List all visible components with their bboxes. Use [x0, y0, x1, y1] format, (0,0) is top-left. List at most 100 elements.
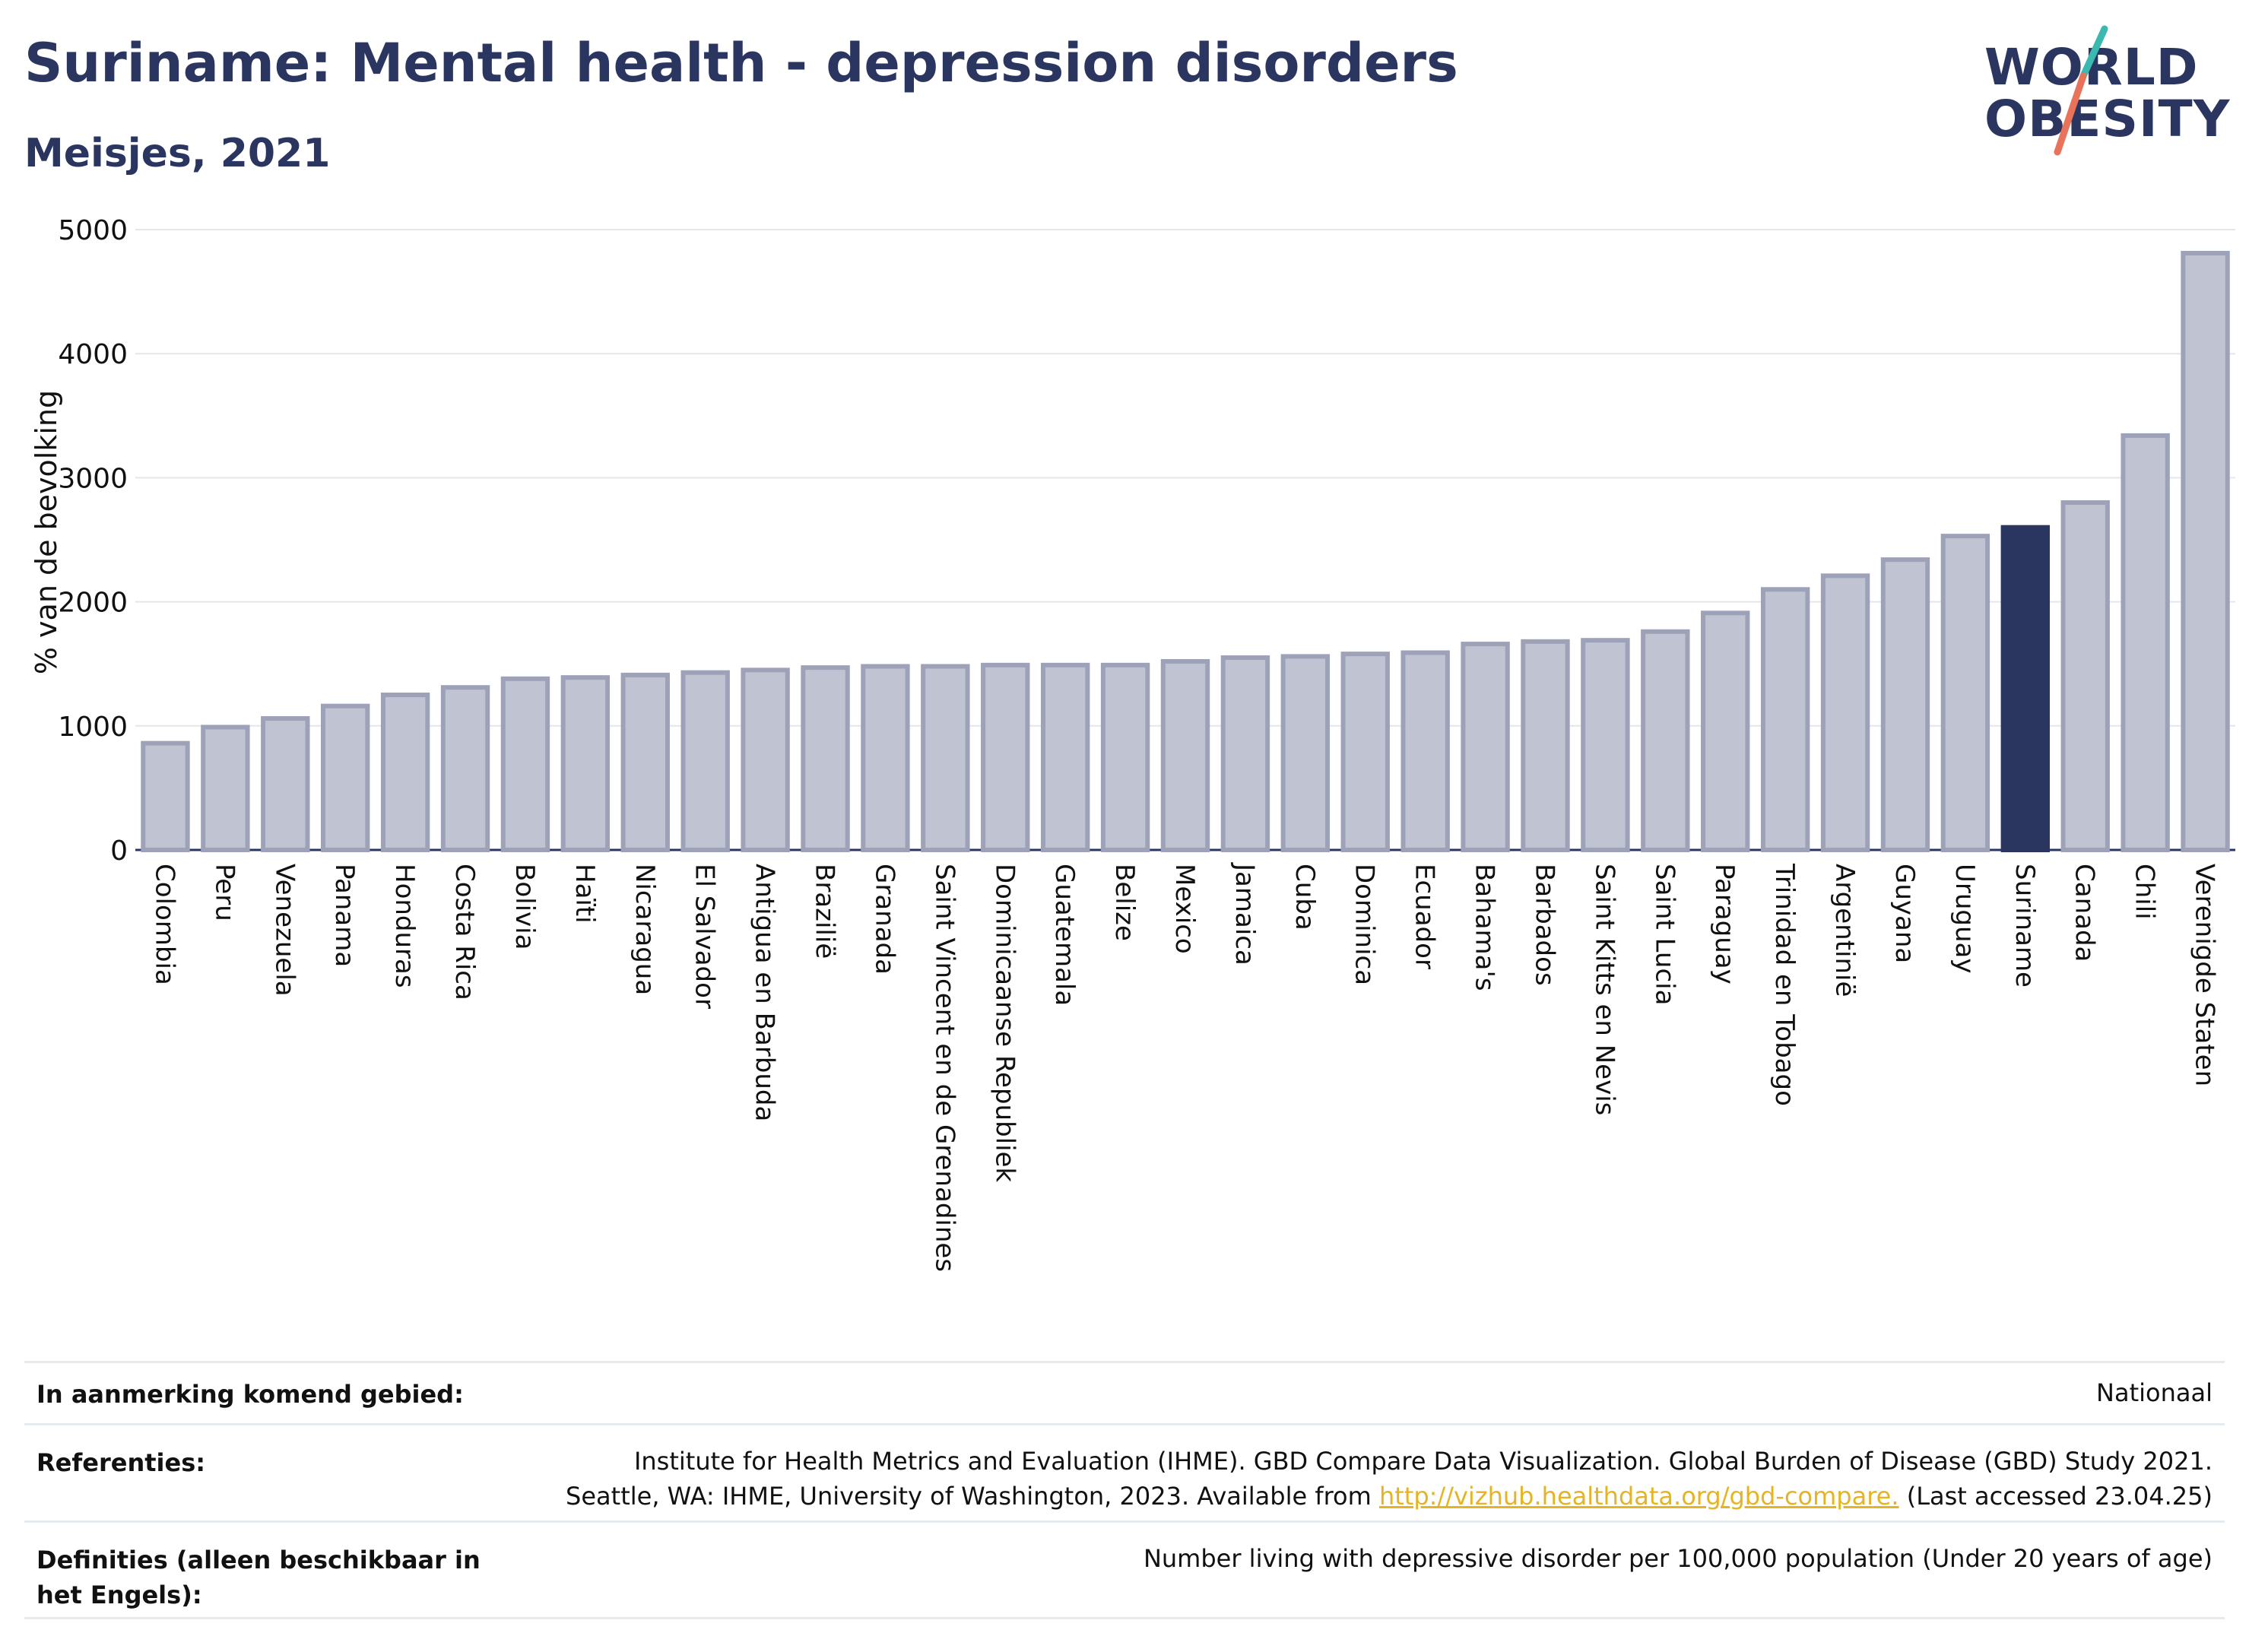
x-tick-label: Cuba [1289, 864, 1320, 931]
x-tick-label: Suriname [2010, 864, 2040, 988]
bar [1581, 638, 1630, 853]
bar [2060, 500, 2110, 852]
x-tick-label: Guyana [1889, 864, 1920, 963]
x-tick-label: El Salvador [690, 864, 720, 1009]
x-tick-label: Ecuador [1410, 864, 1440, 969]
bar [620, 672, 670, 852]
y-tick-labels: 0 1000 2000 3000 4000 5000 [58, 215, 128, 867]
definitions-label: Definities (alleen beschikbaar in het En… [36, 1546, 481, 1609]
bar [201, 725, 250, 852]
area-value: Nationaal [2096, 1378, 2213, 1407]
bar [1760, 587, 1810, 853]
references-line2-pre: Seattle, WA: IHME, University of Washing… [566, 1482, 1379, 1511]
x-tick-label: Paraguay [1709, 864, 1740, 985]
bar [1461, 642, 1510, 852]
x-tick-label: Dominica [1350, 864, 1380, 985]
bar [1880, 557, 1930, 852]
x-tick-label: Verenigde Staten [2190, 864, 2220, 1086]
bar [1701, 610, 1750, 853]
y-tick-label: 5000 [58, 215, 128, 246]
logo-slash-icon [2054, 25, 2108, 156]
x-tick-label: Uruguay [1949, 864, 1980, 974]
bar [141, 740, 190, 853]
y-tick-label: 2000 [58, 588, 128, 619]
bar-chart: 0 1000 2000 3000 4000 5000 Colombia Peru Venezu… [30, 215, 2235, 1272]
references-line2-post: (Last accessed 23.04.25) [1898, 1482, 2213, 1511]
x-tick-label: Trinidad en Tobago [1769, 863, 1800, 1106]
x-tick-label: Mexico [1169, 864, 1200, 954]
bar [500, 676, 550, 852]
definitions-value: Number living with depressive disorder p… [1143, 1544, 2213, 1573]
x-tick-label: Saint Lucia [1649, 864, 1680, 1005]
x-tick-label: Costa Rica [449, 864, 480, 1000]
x-tick-label: Bahama's [1470, 864, 1500, 991]
x-tick-label: Venezuela [269, 864, 300, 997]
x-tick-label: Canada [2070, 864, 2100, 962]
x-tick-label: Argentinië [1829, 864, 1860, 997]
y-axis-label: % van de bevolking [30, 390, 63, 674]
references-line1: Institute for Health Metrics and Evaluat… [633, 1447, 2213, 1476]
x-tick-label: Panama [329, 864, 360, 967]
bar [680, 670, 730, 853]
x-tick-label: Haïti [569, 864, 600, 924]
references-line2: Seattle, WA: IHME, University of Washing… [566, 1479, 2213, 1514]
bar [2181, 251, 2230, 853]
references-label: Referenties: [36, 1448, 206, 1477]
y-tick-label: 4000 [58, 339, 128, 370]
y-tick-label: 1000 [58, 712, 128, 743]
logo-text-line1: WORLD [1984, 38, 2199, 97]
logo-text-line2: OBESITY [1984, 90, 2231, 148]
x-tick-labels: Colombia Peru Venezuela Panama Honduras Costa… [149, 862, 2219, 1272]
bar [1820, 573, 1870, 852]
bar [981, 662, 1030, 852]
x-tick-label: Guatemala [1049, 864, 1080, 1006]
x-tick-label: Brazilië [810, 864, 840, 959]
bar [1340, 652, 1390, 852]
bar [1940, 534, 1990, 852]
x-tick-label: Nicaragua [630, 864, 660, 995]
references-link[interactable]: http://vizhub.healthdata.org/gbd-compare… [1378, 1482, 1899, 1511]
references-value: Institute for Health Metrics and Evaluat… [566, 1444, 2213, 1514]
world-obesity-logo: WORLD OBESITY [1984, 15, 2243, 160]
bar [440, 685, 490, 853]
page-subtitle: Meisjes, 2021 [24, 131, 331, 176]
bar [861, 664, 910, 852]
meta-row-area: In aanmerking komend gebied: Nationaal [24, 1361, 2225, 1424]
bar [1521, 639, 1570, 852]
x-tick-label: Granada [869, 864, 899, 975]
y-tick-label: 0 [110, 836, 128, 867]
bar [1100, 662, 1150, 852]
bar [801, 665, 850, 853]
bar [921, 664, 970, 852]
x-tick-label: Antigua en Barbuda [750, 864, 780, 1121]
bar [380, 693, 430, 852]
bar [1280, 654, 1331, 853]
bar [1160, 658, 1210, 852]
bars [141, 251, 2230, 853]
bar [1220, 655, 1270, 852]
bar [321, 703, 370, 852]
bar [1400, 650, 1450, 853]
page-title: Suriname: Mental health - depression dis… [24, 32, 1458, 94]
x-tick-label: Jamaica [1229, 862, 1260, 966]
bar [560, 675, 611, 852]
y-tick-label: 3000 [58, 463, 128, 494]
bar [1641, 629, 1690, 852]
x-tick-label: Colombia [149, 864, 179, 985]
meta-row-references: Referenties: Institute for Health Metric… [24, 1423, 2225, 1521]
x-tick-label: Dominicaanse Republiek [989, 864, 1020, 1182]
bar [1040, 662, 1090, 852]
bar [2000, 525, 2050, 852]
x-tick-label: Barbados [1529, 864, 1559, 986]
bar [261, 716, 310, 852]
x-tick-label: Saint Vincent en de Grenadines [929, 864, 960, 1272]
x-tick-label: Saint Kitts en Nevis [1589, 864, 1619, 1115]
x-tick-label: Honduras [389, 864, 420, 988]
meta-row-definitions: Definities (alleen beschikbaar in het En… [24, 1520, 2225, 1619]
x-tick-label: Peru [209, 864, 239, 921]
area-label: In aanmerking komend gebied: [36, 1380, 464, 1409]
x-tick-label: Chili [2130, 864, 2160, 920]
bar [2121, 433, 2170, 852]
x-tick-label: Bolivia [509, 864, 540, 950]
bar [741, 667, 790, 852]
